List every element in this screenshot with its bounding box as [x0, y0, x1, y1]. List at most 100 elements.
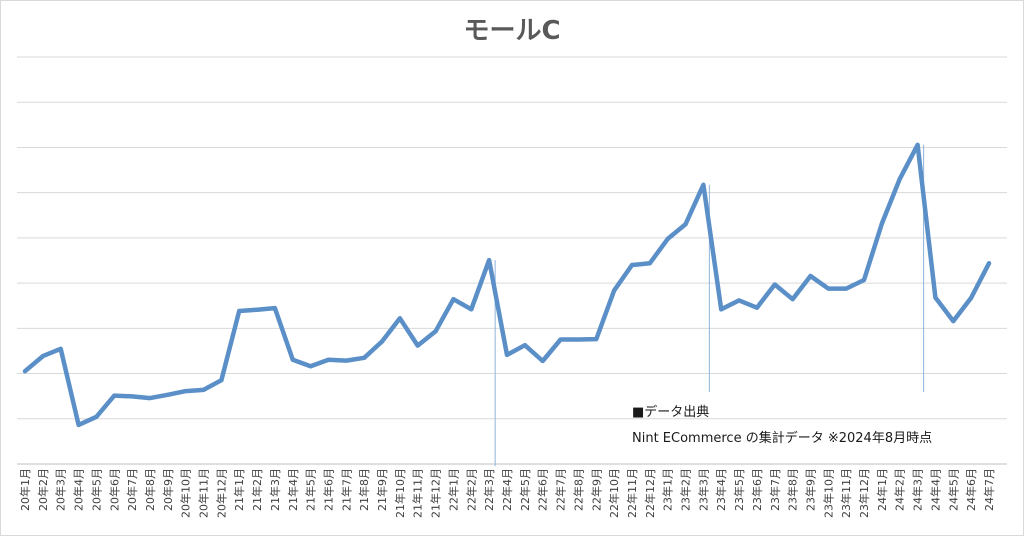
x-tick-label: 20年1月: [18, 468, 32, 511]
data-point: [862, 278, 867, 283]
data-point: [772, 282, 777, 287]
x-tick-label: 20年2月: [36, 468, 50, 511]
x-tick-label: 24年2月: [893, 468, 907, 511]
x-tick-label: 22年12月: [643, 468, 657, 518]
data-point: [683, 222, 688, 227]
x-tick-label: 21年3月: [268, 468, 282, 511]
data-point: [469, 307, 474, 312]
x-tick-label: 23年5月: [732, 468, 746, 511]
x-tick-label: 20年6月: [107, 468, 121, 511]
data-point: [719, 307, 724, 312]
x-tick-label: 20年11月: [197, 468, 211, 518]
x-tick-label: 22年2月: [464, 468, 478, 511]
data-point: [629, 262, 634, 267]
x-tick-label: 23年3月: [696, 468, 710, 511]
data-point: [183, 389, 188, 394]
source-heading: ■データ出典: [632, 405, 710, 420]
x-tick-label: 20年5月: [89, 468, 103, 511]
x-tick-label: 23年2月: [679, 468, 693, 511]
x-tick-label: 22年4月: [500, 468, 514, 511]
x-tick-label: 21年9月: [375, 468, 389, 511]
x-tick-label: 23年12月: [857, 468, 871, 518]
data-point: [272, 306, 277, 311]
data-point: [201, 387, 206, 392]
x-tick-label: 22年5月: [518, 468, 532, 511]
x-tick-label: 21年4月: [286, 468, 300, 511]
x-tick-label: 20年9月: [161, 468, 175, 511]
data-point: [915, 142, 920, 147]
x-tick-label: 22年9月: [589, 468, 603, 511]
x-axis-tick-labels: 20年1月 20年2月 20年3月 20年4月 20年5月 20年6月 20年7月 20年8月…: [18, 468, 996, 518]
data-point: [808, 273, 813, 278]
data-point: [290, 357, 295, 362]
data-point: [540, 359, 545, 364]
data-point: [219, 378, 224, 383]
data-point: [790, 297, 795, 302]
data-point: [897, 177, 902, 182]
x-tick-label: 21年1月: [232, 468, 246, 511]
data-point: [94, 414, 99, 419]
data-point: [594, 337, 599, 342]
x-tick-label: 23年7月: [768, 468, 782, 511]
data-point: [147, 396, 152, 401]
data-point: [737, 298, 742, 303]
data-point: [255, 307, 260, 312]
x-tick-label: 21年6月: [321, 468, 335, 511]
x-tick-label: 24年3月: [911, 468, 925, 511]
data-point: [933, 295, 938, 300]
x-tick-label: 21年7月: [339, 468, 353, 511]
data-point: [397, 316, 402, 321]
source-text: Nint ECommerce の集計データ ※2024年8月時点: [632, 431, 933, 446]
data-point: [754, 305, 759, 310]
data-point: [326, 357, 331, 362]
x-tick-label: 24年7月: [982, 468, 996, 511]
data-point: [487, 258, 492, 263]
x-tick-label: 23年9月: [803, 468, 817, 511]
x-tick-label: 20年8月: [143, 468, 157, 511]
x-tick-label: 23年1月: [661, 468, 675, 511]
data-point: [58, 346, 63, 351]
data-point: [344, 358, 349, 363]
data-point: [665, 236, 670, 241]
data-point: [951, 319, 956, 324]
x-tick-label: 21年10月: [393, 468, 407, 518]
data-point: [112, 393, 117, 398]
data-point: [522, 343, 527, 348]
data-point: [612, 288, 617, 293]
x-tick-label: 20年3月: [54, 468, 68, 511]
x-tick-label: 23年4月: [714, 468, 728, 511]
data-point: [433, 329, 438, 334]
data-point: [165, 392, 170, 397]
data-point: [647, 261, 652, 266]
data-point: [40, 354, 45, 359]
data-point: [362, 355, 367, 360]
x-tick-label: 23年11月: [839, 468, 853, 518]
x-tick-label: 22年11月: [625, 468, 639, 518]
x-tick-label: 22年10月: [607, 468, 621, 518]
x-tick-label: 21年2月: [250, 468, 264, 511]
source-note: ■データ出典 Nint ECommerce の集計データ ※2024年8月時点: [632, 400, 932, 452]
data-point: [576, 337, 581, 342]
x-tick-label: 22年3月: [482, 468, 496, 511]
data-point: [844, 286, 849, 291]
x-tick-label: 23年6月: [750, 468, 764, 511]
chart-title: モールC: [463, 16, 561, 46]
x-tick-label: 22年7月: [554, 468, 568, 511]
data-point: [237, 308, 242, 313]
series-line: [22, 142, 992, 428]
x-tick-label: 21年8月: [357, 468, 371, 511]
series-layer: [22, 142, 992, 428]
data-point: [76, 422, 81, 427]
x-tick-label: 22年6月: [536, 468, 550, 511]
x-tick-label: 24年5月: [946, 468, 960, 511]
data-point: [415, 343, 420, 348]
x-tick-label: 24年6月: [964, 468, 978, 511]
x-tick-label: 23年10月: [821, 468, 835, 518]
data-point: [451, 297, 456, 302]
x-tick-label: 22年1月: [446, 468, 460, 511]
data-point: [130, 394, 135, 399]
data-point: [879, 221, 884, 226]
x-tick-label: 20年7月: [125, 468, 139, 511]
